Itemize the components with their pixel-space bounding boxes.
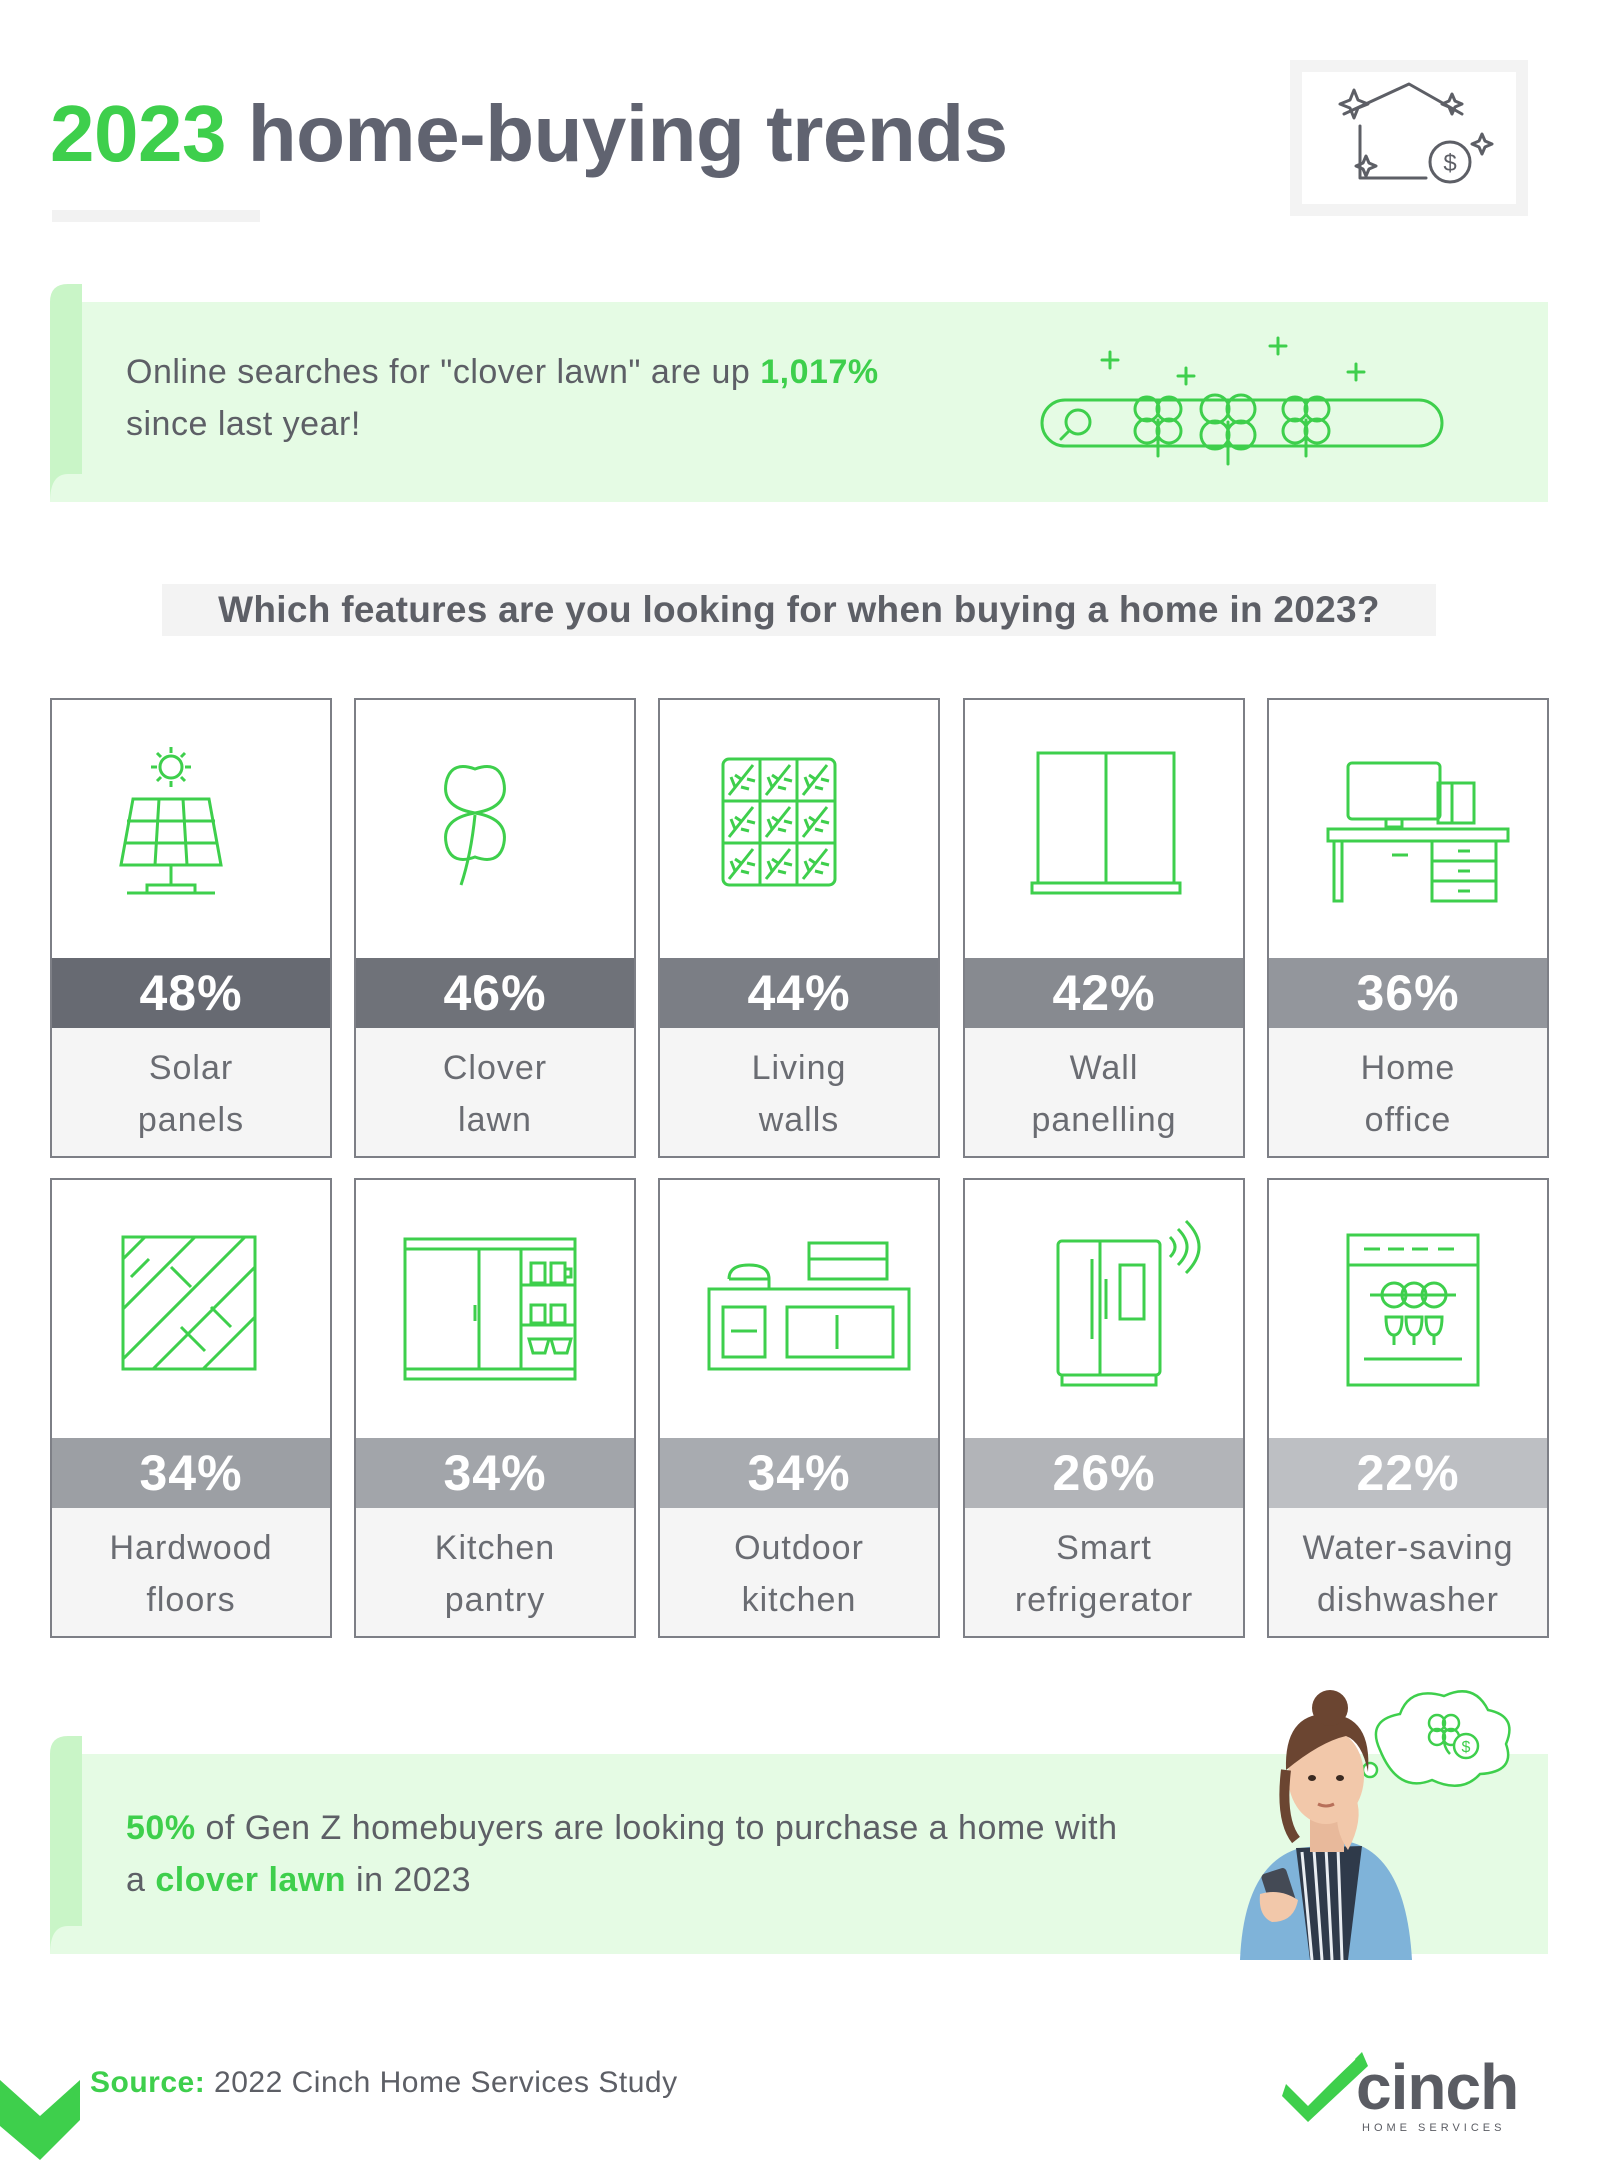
feature-label: Hardwood floors [52, 1508, 330, 1636]
feature-card: 22% Water-saving dishwasher [1267, 1178, 1549, 1638]
living-wall-icon [660, 700, 938, 958]
banner-top-text-start: Online searches for "clover lawn" are up [126, 353, 761, 391]
feature-percent: 34% [660, 1438, 938, 1508]
cinch-logo-subtitle: HOME SERVICES [1362, 2122, 1506, 2134]
corner-chevron-decoration [0, 2080, 80, 2160]
pantry-icon [356, 1180, 634, 1438]
feature-label-line2: dishwasher [1317, 1581, 1499, 1619]
feature-percent: 48% [52, 958, 330, 1028]
feature-label-line1: Kitchen [434, 1529, 556, 1567]
feature-percent: 34% [356, 1438, 634, 1508]
hardwood-floor-icon [52, 1180, 330, 1438]
house-icon-box: $ [1290, 60, 1528, 216]
feature-label-line1: Outdoor [734, 1529, 864, 1567]
clover-icon [356, 700, 634, 958]
feature-label-line1: Clover [442, 1049, 548, 1087]
feature-label-line2: panels [137, 1101, 245, 1139]
banner-bottom-text: 50% of Gen Z homebuyers are looking to p… [126, 1802, 1206, 1906]
feature-card: 46% Clover lawn [354, 698, 636, 1158]
feature-label: Kitchen pantry [356, 1508, 634, 1636]
feature-percent: 46% [356, 958, 634, 1028]
dishwasher-icon [1269, 1180, 1547, 1438]
feature-label: Clover lawn [356, 1028, 634, 1156]
feature-percent: 44% [660, 958, 938, 1028]
banner-fold [50, 284, 82, 502]
feature-card: 48% Solar panels [50, 698, 332, 1158]
feature-label-line1: Wall [1069, 1049, 1139, 1087]
banner-bottom-line1: of Gen Z homebuyers are looking to purch… [195, 1809, 1118, 1847]
banner-bottom-line2-start: a [126, 1861, 156, 1899]
cinch-logo-check-icon [1282, 2052, 1368, 2122]
feature-percent: 34% [52, 1438, 330, 1508]
feature-card: 34% Kitchen pantry [354, 1178, 636, 1638]
feature-label-line2: kitchen [741, 1581, 857, 1619]
desk-icon [1269, 700, 1547, 958]
svg-text:$: $ [1462, 1739, 1471, 1756]
smart-fridge-icon [965, 1180, 1243, 1438]
feature-percent: 42% [965, 958, 1243, 1028]
house-dollar-icon: $ [1338, 82, 1494, 184]
feature-percent: 26% [965, 1438, 1243, 1508]
source-text: 2022 Cinch Home Services Study [205, 2066, 678, 2099]
gen-z-stat: 50% [126, 1809, 196, 1847]
question-heading: Which features are you looking for when … [162, 584, 1436, 636]
feature-label: Water-saving dishwasher [1269, 1508, 1547, 1636]
feature-card: 44% Living walls [658, 698, 940, 1158]
cinch-logo-wordmark: cinch [1356, 2051, 1519, 2123]
feature-label-line2: office [1364, 1101, 1452, 1139]
outdoor-kitchen-icon [660, 1180, 938, 1438]
feature-label-line1: Hardwood [109, 1529, 273, 1567]
feature-label-line1: Home [1360, 1049, 1456, 1087]
feature-card: 42% Wall panelling [963, 698, 1245, 1158]
clover-search-banner: Online searches for "clover lawn" are up… [50, 284, 1548, 502]
title-underline [52, 210, 260, 222]
feature-label: Home office [1269, 1028, 1547, 1156]
source-label: Source: [90, 2066, 206, 2099]
feature-percent: 22% [1269, 1438, 1547, 1508]
feature-label-line2: floors [146, 1581, 236, 1619]
feature-label-line2: pantry [444, 1581, 546, 1619]
woman-thinking-illustration: $ [1240, 1690, 1511, 1960]
clover-lawn-highlight: clover lawn [155, 1861, 347, 1899]
feature-label-line1: Solar [148, 1049, 234, 1087]
clover-search-stat: 1,017% [760, 353, 879, 391]
page-title: 2023 home-buying trends [50, 88, 1008, 180]
feature-label: Outdoor kitchen [660, 1508, 938, 1636]
feature-label: Living walls [660, 1028, 938, 1156]
feature-label: Wall panelling [965, 1028, 1243, 1156]
solar-panel-icon [52, 700, 330, 958]
banner-fold [50, 1736, 82, 1954]
feature-label: Smart refrigerator [965, 1508, 1243, 1636]
title-year: 2023 [50, 89, 226, 178]
banner-bottom-line2-end: in 2023 [346, 1861, 472, 1899]
feature-label-line2: walls [758, 1101, 840, 1139]
feature-label: Solar panels [52, 1028, 330, 1156]
feature-card: 36% Home office [1267, 698, 1549, 1158]
wall-panel-icon [965, 700, 1243, 958]
feature-label-line1: Smart [1056, 1529, 1152, 1567]
clover-search-bar-icon [1040, 336, 1444, 466]
title-text: home-buying trends [225, 89, 1008, 178]
source-citation: Source: 2022 Cinch Home Services Study [90, 2066, 678, 2100]
banner-top-text: Online searches for "clover lawn" are up… [126, 346, 986, 450]
feature-card: 26% Smart refrigerator [963, 1178, 1245, 1638]
feature-label-line1: Water-saving [1302, 1529, 1514, 1567]
feature-percent: 36% [1269, 958, 1547, 1028]
svg-text:$: $ [1443, 150, 1456, 177]
feature-label-line2: lawn [458, 1101, 532, 1139]
feature-card: 34% Hardwood floors [50, 1178, 332, 1638]
feature-label-line2: refrigerator [1014, 1581, 1194, 1619]
banner-top-text-end: since last year! [126, 405, 361, 443]
feature-label-line1: Living [751, 1049, 847, 1087]
feature-label-line2: panelling [1031, 1101, 1177, 1139]
feature-card: 34% Outdoor kitchen [658, 1178, 940, 1638]
